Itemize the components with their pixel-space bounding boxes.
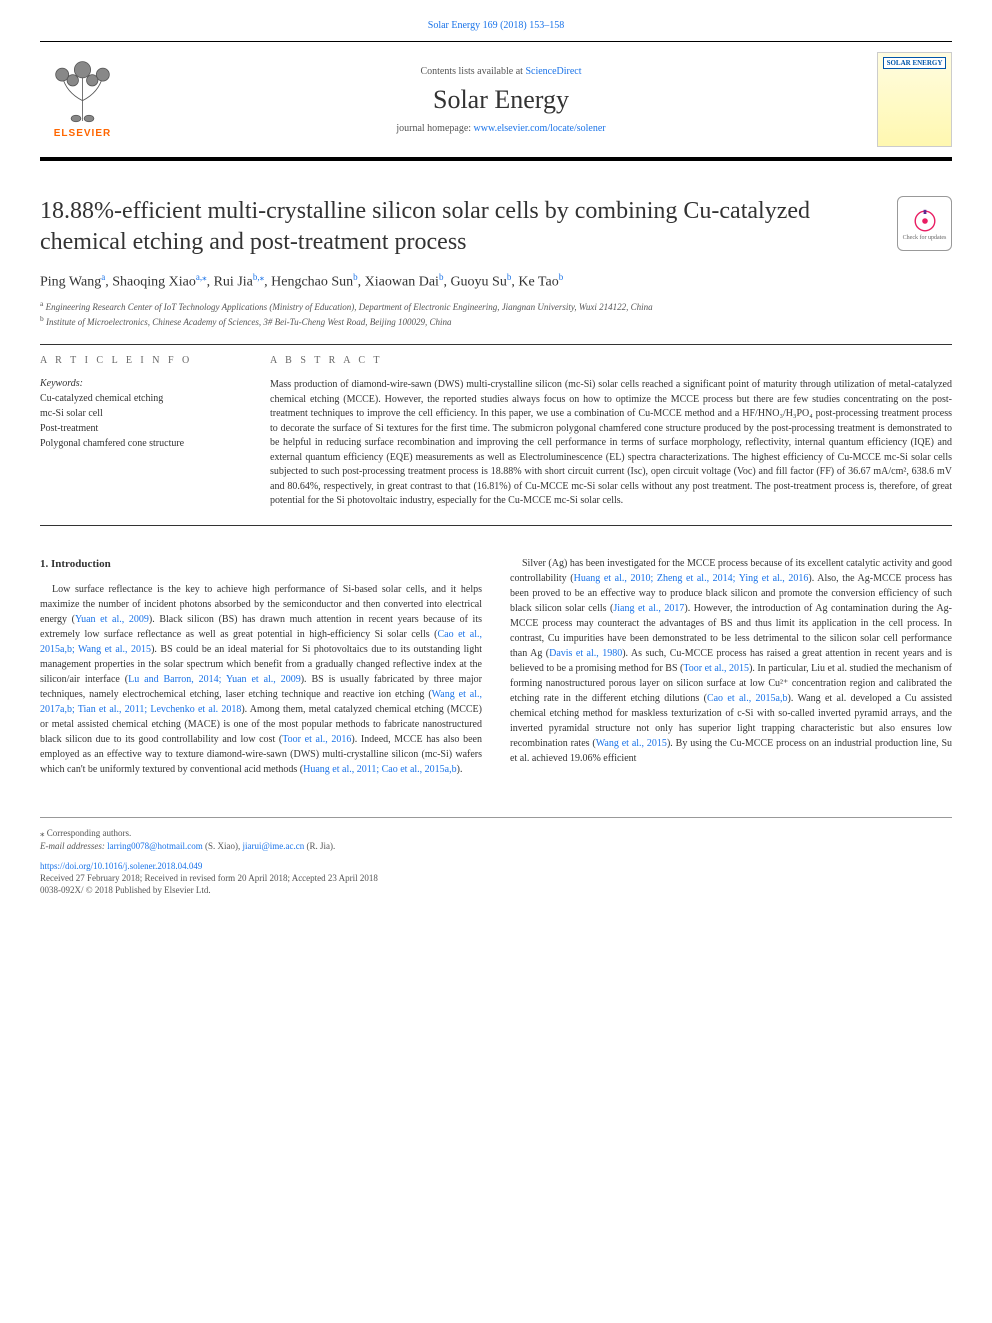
email-line: E-mail addresses: larring0078@hotmail.co… [40,841,952,851]
author: Shaoqing Xiao [112,275,196,290]
author-affil-link[interactable]: b,⁎ [253,272,264,282]
citation-link[interactable]: Yuan et al., 2009 [75,614,149,625]
affiliation: b Institute of Microelectronics, Chinese… [40,314,952,329]
citation-link[interactable]: Huang et al., 2010; Zheng et al., 2014; … [574,573,809,584]
journal-header: ELSEVIER Contents lists available at Sci… [40,41,952,161]
abstract: A B S T R A C T Mass production of diamo… [270,355,952,509]
check-updates-label: Check for updates [903,235,947,241]
keyword: Cu-catalyzed chemical etching [40,391,240,406]
check-updates-icon [911,207,939,235]
author: Ke Tao [518,275,558,290]
elsevier-label: ELSEVIER [54,128,111,139]
authors-line: Ping Wanga, Shaoqing Xiaoa,⁎, Rui Jiab,⁎… [40,272,952,291]
author: Ping Wang [40,275,101,290]
abstract-label: A B S T R A C T [270,355,952,366]
email-2[interactable]: jiarui@ime.ac.cn [242,841,304,851]
check-updates-badge[interactable]: Check for updates [897,196,952,251]
author-affil-link[interactable]: b [353,272,358,282]
author-affil-link[interactable]: b [439,272,444,282]
article-title: 18.88%-efficient multi-crystalline silic… [40,196,877,258]
author: Rui Jia [214,275,253,290]
keywords-label: Keywords: [40,378,240,389]
issn-line: 0038-092X/ © 2018 Published by Elsevier … [40,885,952,895]
doi-link[interactable]: https://doi.org/10.1016/j.solener.2018.0… [40,861,202,871]
contents-prefix: Contents lists available at [420,66,525,77]
email-2-who: (R. Jia). [304,841,335,851]
doi-line: https://doi.org/10.1016/j.solener.2018.0… [40,861,952,871]
body-paragraph-1: Low surface reflectance is the key to ac… [40,582,482,777]
footer: ⁎ Corresponding authors. E-mail addresse… [40,817,952,895]
corresponding-authors: ⁎ Corresponding authors. [40,828,952,839]
journal-cover-thumb: SOLAR ENERGY [877,52,952,147]
email-1[interactable]: larring0078@hotmail.com [107,841,203,851]
author-affil-link[interactable]: b [559,272,564,282]
intro-heading: 1. Introduction [40,556,482,573]
author-affil-link[interactable]: a [101,272,105,282]
author: Xiaowan Dai [365,275,439,290]
header-citation: Solar Energy 169 (2018) 153–158 [40,20,952,31]
header-center: Contents lists available at ScienceDirec… [140,66,862,134]
body-columns: 1. Introduction Low surface reflectance … [40,556,952,778]
keyword: mc-Si solar cell [40,406,240,421]
body-paragraph-2: Silver (Ag) has been investigated for th… [510,556,952,766]
title-row: 18.88%-efficient multi-crystalline silic… [40,196,952,258]
contents-line: Contents lists available at ScienceDirec… [140,66,862,77]
cover-title: SOLAR ENERGY [883,57,947,69]
email-1-who: (S. Xiao), [203,841,243,851]
author-affil-link[interactable]: b [507,272,512,282]
divider-top [40,344,952,345]
citation-link[interactable]: Davis et al., 1980 [549,648,622,659]
citation-link[interactable]: Huang et al., 2011; Cao et al., 2015a,b [303,764,456,775]
abstract-text: Mass production of diamond-wire-sawn (DW… [270,378,952,509]
author-affil-link[interactable]: a,⁎ [196,272,207,282]
citation-link[interactable]: Cao et al., 2015a,b [707,693,788,704]
citation-link[interactable]: Jiang et al., 2017 [613,603,684,614]
citation-link[interactable]: Wang et al., 2017a,b; Tian et al., 2011;… [40,689,482,715]
author: Hengchao Sun [271,275,353,290]
received-line: Received 27 February 2018; Received in r… [40,873,952,883]
keyword: Post-treatment [40,421,240,436]
homepage-prefix: journal homepage: [396,123,473,134]
article-info: A R T I C L E I N F O Keywords: Cu-catal… [40,355,240,509]
elsevier-tree-icon [40,60,125,125]
citation-link[interactable]: Lu and Barron, 2014; Yuan et al., 2009 [128,674,301,685]
affiliation: a Engineering Research Center of IoT Tec… [40,299,952,314]
homepage-line: journal homepage: www.elsevier.com/locat… [140,123,862,134]
citation-link[interactable]: Toor et al., 2016 [282,734,351,745]
affiliations: a Engineering Research Center of IoT Tec… [40,299,952,328]
homepage-link[interactable]: www.elsevier.com/locate/solener [474,123,606,134]
sciencedirect-link[interactable]: ScienceDirect [525,66,581,77]
author: Guoyu Su [450,275,506,290]
divider-bottom [40,525,952,526]
citation-link[interactable]: Wang et al., 2015 [596,738,667,749]
keyword: Polygonal chamfered cone structure [40,436,240,451]
info-abstract-row: A R T I C L E I N F O Keywords: Cu-catal… [40,355,952,509]
journal-name: Solar Energy [140,85,862,115]
elsevier-logo: ELSEVIER [40,55,125,145]
article-info-label: A R T I C L E I N F O [40,355,240,366]
keywords-list: Cu-catalyzed chemical etchingmc-Si solar… [40,391,240,451]
email-label: E-mail addresses: [40,841,107,851]
body-section: 1. Introduction Low surface reflectance … [40,556,952,778]
citation-link[interactable]: Toor et al., 2015 [683,663,749,674]
citation-link[interactable]: Solar Energy 169 (2018) 153–158 [428,20,564,31]
citation-link[interactable]: Cao et al., 2015a,b; Wang et al., 2015 [40,629,482,655]
